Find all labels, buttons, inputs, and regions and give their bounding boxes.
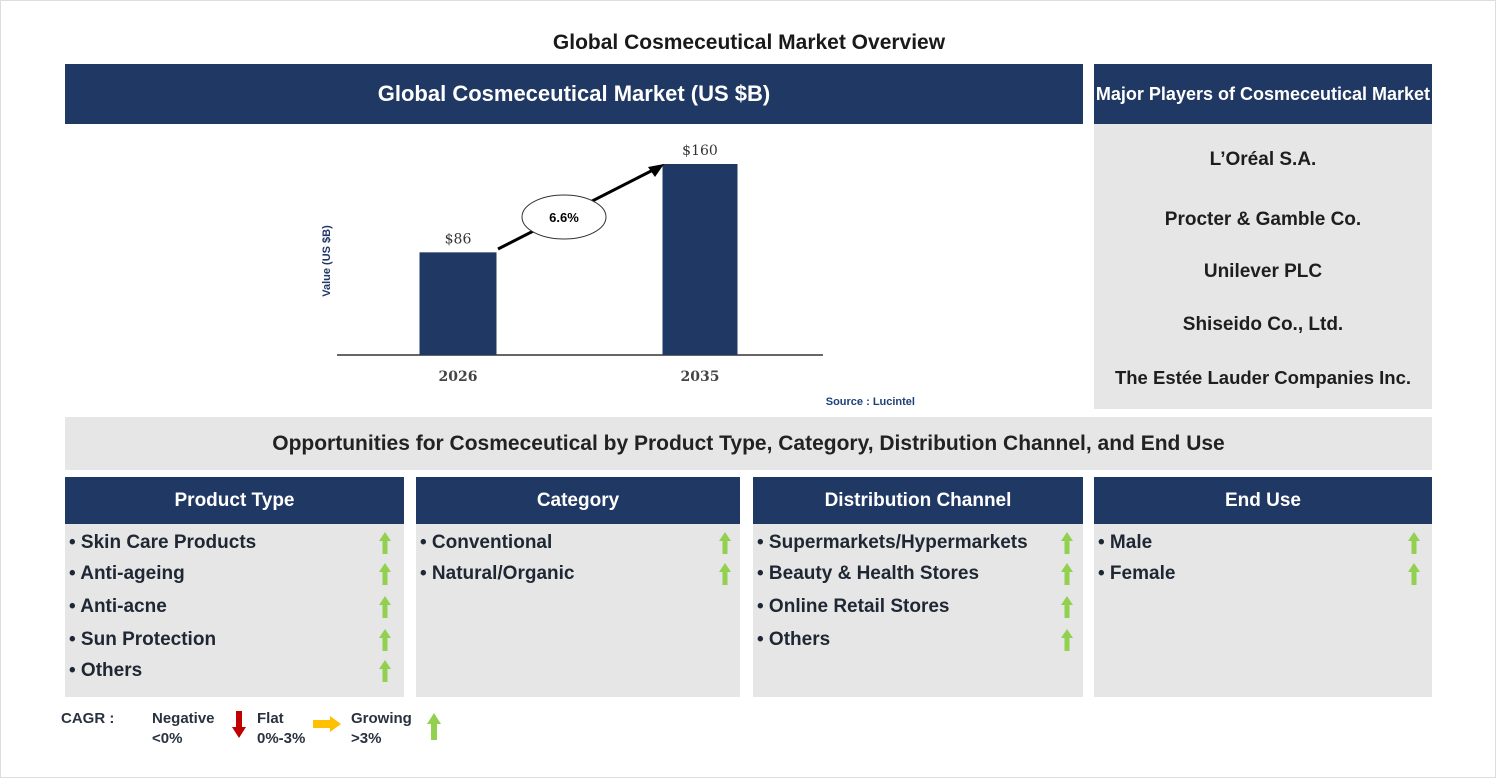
legend-growing-label: Growing <box>351 710 412 727</box>
up-arrow-icon <box>1061 563 1073 585</box>
segment-item: • Others <box>757 629 831 650</box>
cagr-ellipse <box>521 194 607 240</box>
source-label: Source : Lucintel <box>826 396 915 408</box>
players-header: Major Players of Cosmeceutical Market <box>1094 64 1432 124</box>
segment-panel: • Skin Care Products • Anti-ageing • Anti-… <box>65 524 404 697</box>
player-item: Shiseido Co., Ltd. <box>1182 314 1344 335</box>
data-label: $160 <box>682 143 718 159</box>
legend-flat: Flat 0%-3% <box>257 709 305 749</box>
up-arrow-icon <box>1061 629 1073 651</box>
segment-item: • Online Retail Stores <box>757 596 950 617</box>
up-arrow-icon <box>379 629 391 651</box>
players-panel: L’Oréal S.A. Procter & Gamble Co. Unilev… <box>1094 124 1432 409</box>
legend-growing-range: >3% <box>351 730 382 747</box>
segment-header: Category <box>416 477 740 524</box>
segment-item: • Beauty & Health Stores <box>757 563 980 584</box>
cagr-label: 6.6% <box>549 210 579 225</box>
up-arrow-icon <box>1061 596 1073 618</box>
legend-flat-label: Flat <box>257 710 284 727</box>
segment-header: End Use <box>1094 477 1432 524</box>
player-item: Unilever PLC <box>1203 261 1323 282</box>
segment-header: Product Type <box>65 477 404 524</box>
opportunities-title: Opportunities for Cosmeceutical by Produ… <box>65 417 1432 470</box>
legend-negative-label: Negative <box>152 710 215 727</box>
up-arrow-icon <box>379 532 391 554</box>
segment-item: • Anti-ageing <box>69 563 185 584</box>
segment-panel: • Conventional • Natural/Organic <box>416 524 740 697</box>
page-title: Global Cosmeceutical Market Overview <box>552 31 946 54</box>
segment-item: • Sun Protection <box>69 629 217 650</box>
segment-panel: • Supermarkets/Hypermarkets • Beauty & He… <box>753 524 1083 697</box>
up-arrow-icon <box>427 713 441 740</box>
legend-growing: Growing >3% <box>351 709 412 749</box>
right-arrow-icon <box>313 716 341 732</box>
segment-item: • Natural/Organic <box>420 563 575 584</box>
up-arrow-icon <box>1061 532 1073 554</box>
legend-negative-range: <0% <box>152 730 183 747</box>
x-tick-label: 2026 <box>439 369 478 385</box>
segment-item: • Male <box>1098 532 1153 553</box>
segment-panel: • Male • Female <box>1094 524 1432 697</box>
bar-2026 <box>419 252 497 355</box>
up-arrow-icon <box>1408 563 1420 585</box>
up-arrow-icon <box>379 596 391 618</box>
legend-label: CAGR : <box>61 710 115 727</box>
up-arrow-icon <box>379 563 391 585</box>
down-arrow-icon <box>232 711 246 738</box>
up-arrow-icon <box>379 660 391 682</box>
up-arrow-icon <box>719 532 731 554</box>
player-item: L’Oréal S.A. <box>1209 149 1317 170</box>
segment-item: • Skin Care Products <box>69 532 257 553</box>
segment-header: Distribution Channel <box>753 477 1083 524</box>
market-header: Global Cosmeceutical Market (US $B) <box>65 64 1083 124</box>
up-arrow-icon <box>719 563 731 585</box>
bar-chart: Value (US $B) $86 2026 $160 2035 6.6% Sourc… <box>321 143 915 408</box>
player-item: The Estée Lauder Companies Inc. <box>1114 367 1412 388</box>
player-item: Procter & Gamble Co. <box>1164 209 1362 230</box>
legend-flat-range: 0%-3% <box>257 730 306 747</box>
legend-negative: Negative <0% <box>152 709 215 749</box>
segment-item: • Conventional <box>420 532 553 553</box>
data-label: $86 <box>445 231 472 247</box>
bar-2035 <box>662 164 738 355</box>
segment-item: • Female <box>1098 563 1176 584</box>
segment-item: • Supermarkets/Hypermarkets <box>757 532 1028 553</box>
y-axis-label: Value (US $B) <box>321 225 333 297</box>
segment-item: • Anti-acne <box>69 596 167 617</box>
x-tick-label: 2035 <box>681 369 720 385</box>
segment-item: • Others <box>69 660 143 681</box>
up-arrow-icon <box>1408 532 1420 554</box>
cagr-arrow-head <box>648 164 664 177</box>
